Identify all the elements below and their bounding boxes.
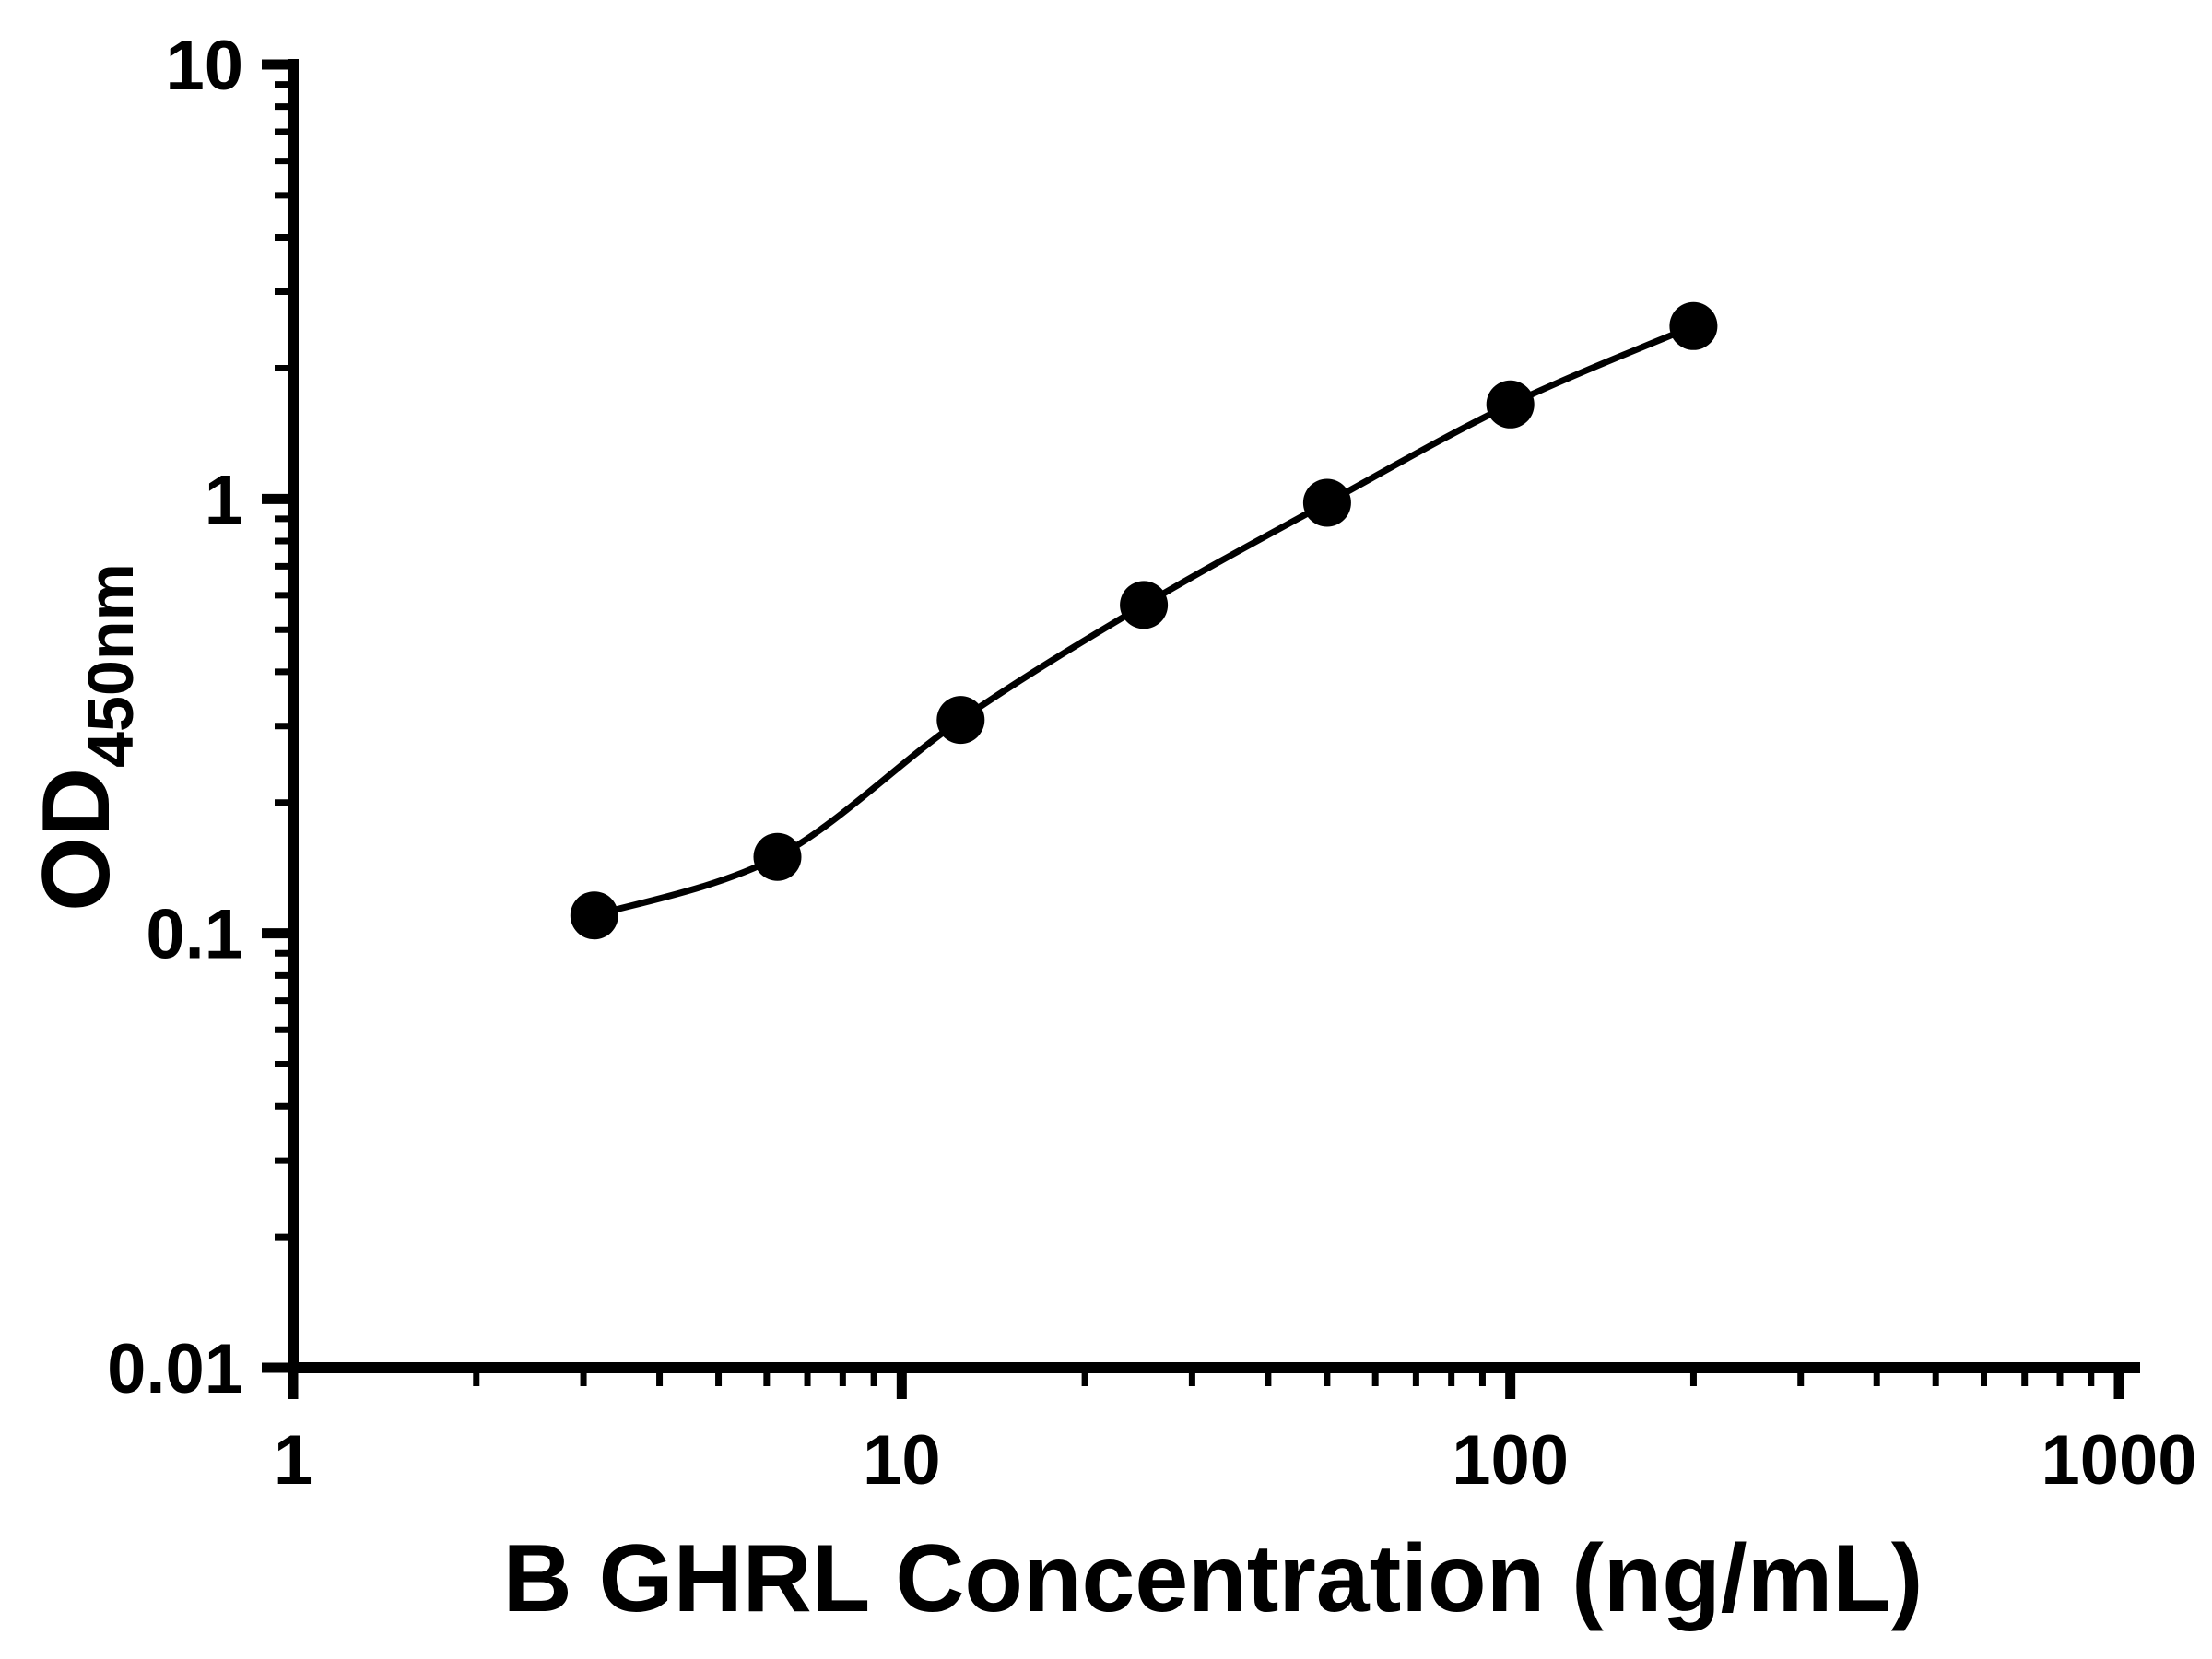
x-axis-title: B GHRL Concentration (ng/mL): [503, 1525, 1924, 1632]
x-tick-label: 10: [863, 1421, 941, 1500]
axes-spine: [288, 59, 2140, 1373]
y-axis-title-sub: 450nm: [75, 563, 147, 768]
data-point: [753, 832, 802, 881]
data-point: [1120, 581, 1169, 629]
plot-area: 1 10 100 1000 0.01 0.1 1 10: [107, 27, 2196, 1500]
data-point: [1669, 301, 1718, 350]
y-tick-label: 1: [205, 461, 243, 539]
y-axis-title: OD450nm: [23, 563, 147, 912]
data-point: [570, 891, 618, 940]
y-tick-label: 0.1: [146, 896, 243, 974]
x-tick-label: 1000: [2041, 1421, 2196, 1500]
y-axis-title-main: OD: [23, 768, 130, 912]
y-tick-label: 10: [165, 27, 243, 105]
data-point: [1302, 478, 1351, 527]
x-tick-label: 1: [274, 1421, 312, 1500]
y-tick-label: 0.01: [107, 1330, 243, 1408]
data-point: [1486, 380, 1535, 429]
data-point: [936, 696, 985, 745]
x-tick-label: 100: [1452, 1421, 1569, 1500]
